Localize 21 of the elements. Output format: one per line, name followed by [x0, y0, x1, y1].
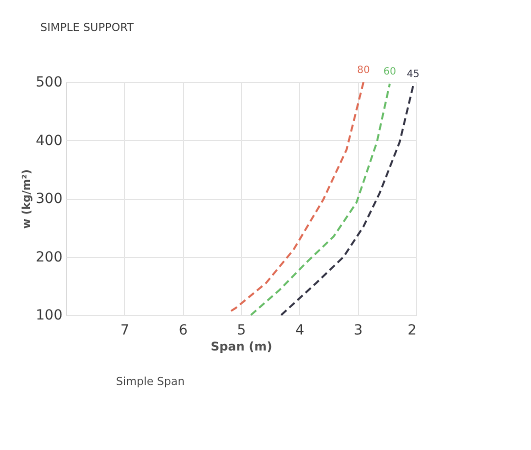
x-tick-label: 7: [120, 322, 130, 338]
x-tick-label: 6: [178, 322, 188, 338]
x-tick-label: 2: [408, 322, 416, 338]
line-series: [280, 85, 414, 316]
y-tick-label: 100: [36, 308, 62, 324]
series-label: 45: [406, 69, 420, 80]
y-tick-label: 300: [36, 191, 62, 207]
chart-title: SIMPLE SUPPORT: [40, 21, 134, 34]
x-tick-label: 5: [237, 322, 246, 338]
x-tick-label: 3: [354, 322, 363, 338]
text: Simple Span: [116, 375, 185, 388]
y-tick-label: 200: [36, 249, 62, 266]
series-label: 60: [383, 66, 396, 78]
series-label: 80: [357, 65, 370, 76]
x-tick-label: 4: [295, 322, 304, 338]
y-tick-label: 400: [36, 132, 62, 149]
line-series: [230, 81, 364, 312]
line-series: [250, 82, 391, 316]
y-axis-title: w (kg/m²): [20, 169, 33, 229]
x-axis-title: Span (m): [210, 340, 272, 354]
y-tick-label: 500: [36, 74, 62, 90]
